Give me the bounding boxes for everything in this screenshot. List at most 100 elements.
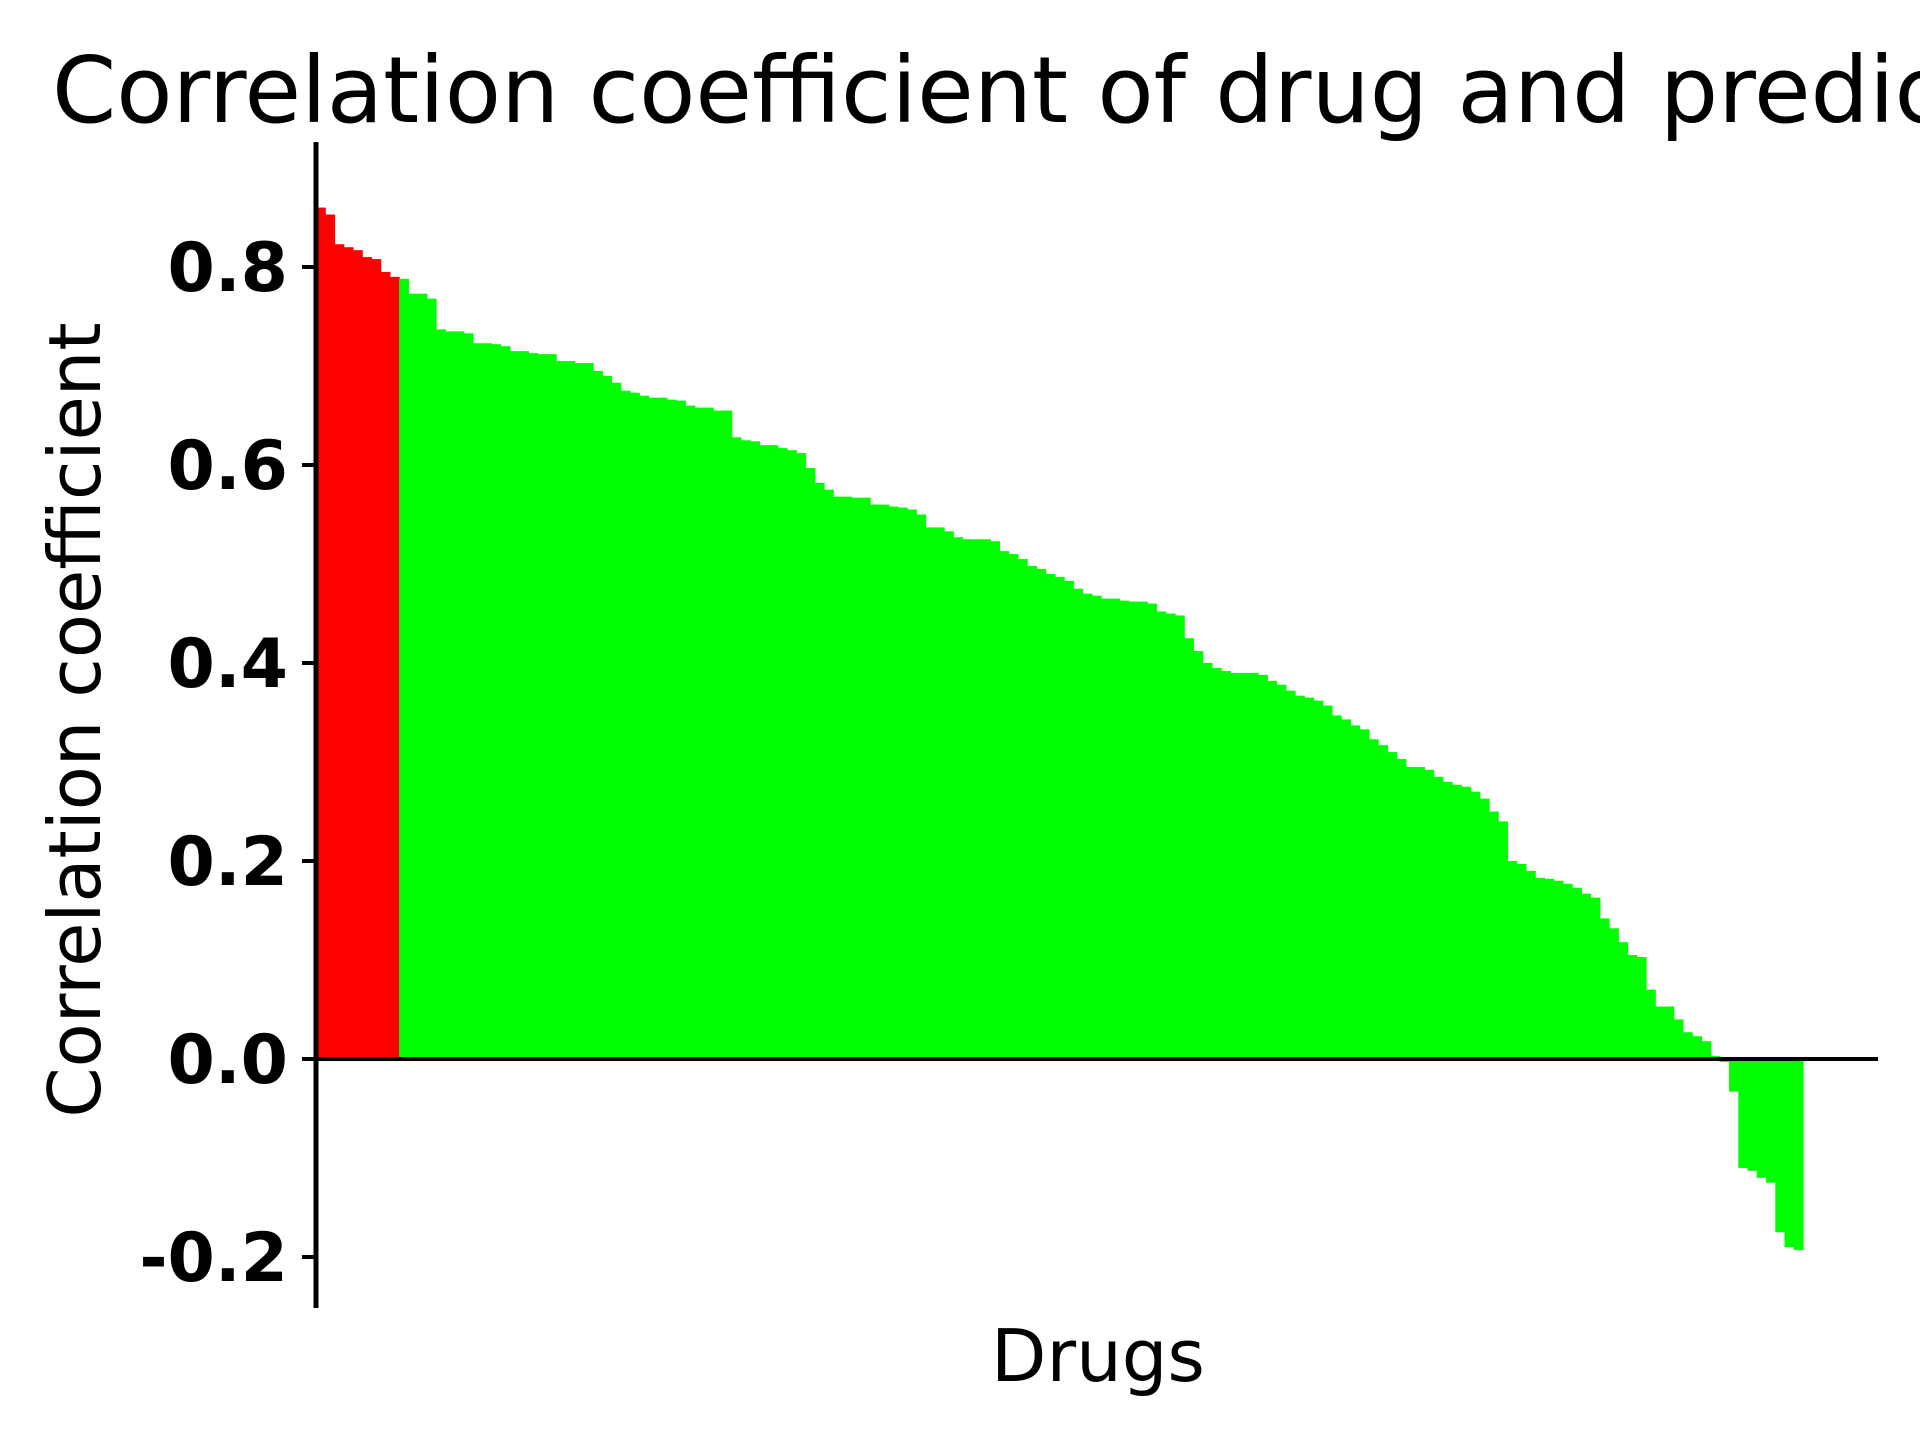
bar [1073, 588, 1084, 1059]
bar [1590, 897, 1601, 1059]
bar [879, 504, 890, 1060]
bar [750, 441, 760, 1059]
bar [722, 410, 733, 1059]
bar [362, 257, 373, 1060]
bar [611, 382, 622, 1060]
bar [1341, 719, 1352, 1059]
bar [417, 293, 428, 1060]
bar [971, 539, 982, 1059]
bar [1147, 603, 1158, 1059]
y-tick-label: -0.2 [139, 1219, 288, 1298]
bar [445, 331, 456, 1060]
bar [805, 467, 816, 1060]
bar [1313, 700, 1324, 1059]
bar [842, 496, 853, 1059]
bar [1128, 601, 1139, 1059]
bar [870, 504, 880, 1060]
bar [713, 410, 723, 1059]
bar [1442, 781, 1453, 1059]
bar [1498, 821, 1509, 1059]
bar [1645, 989, 1656, 1059]
bar [823, 489, 834, 1059]
bar [1784, 1059, 1795, 1248]
bar [1202, 663, 1213, 1059]
bar [694, 407, 705, 1060]
bar [1572, 887, 1582, 1059]
bar [1368, 739, 1379, 1059]
bar [1027, 565, 1038, 1059]
bar [1470, 791, 1481, 1059]
bar [1036, 568, 1047, 1059]
bar [657, 397, 668, 1059]
bar [1258, 674, 1268, 1059]
bar [1138, 601, 1148, 1059]
bar [546, 354, 557, 1059]
bar [463, 333, 474, 1060]
bar [980, 539, 991, 1059]
bar [1350, 725, 1361, 1059]
bar [1119, 600, 1130, 1059]
bar [1488, 811, 1499, 1059]
bar [1433, 776, 1444, 1059]
bar [1516, 863, 1527, 1059]
bar [1248, 672, 1259, 1059]
bar [565, 361, 576, 1059]
bar [371, 259, 382, 1060]
y-tick-label: 0.4 [168, 625, 288, 704]
bar [1673, 1019, 1684, 1059]
bar [537, 354, 548, 1059]
bar [934, 527, 945, 1059]
bar [473, 343, 483, 1060]
bar [1387, 752, 1398, 1059]
bar [1562, 883, 1573, 1059]
bar [1766, 1059, 1776, 1183]
bar [1544, 878, 1555, 1059]
bar [999, 551, 1010, 1059]
bar [1738, 1059, 1749, 1168]
bar [740, 440, 751, 1059]
bar [500, 346, 511, 1059]
bar [1479, 798, 1490, 1059]
bar [1692, 1036, 1703, 1059]
y-axis-label: Correlation coefficient [33, 322, 117, 1117]
bar [1082, 593, 1093, 1059]
bar [1008, 554, 1019, 1059]
bar [352, 250, 363, 1060]
bar [1017, 559, 1028, 1059]
bar [777, 448, 788, 1059]
bar [1627, 955, 1638, 1059]
y-tick-label: 0.6 [168, 427, 288, 506]
bar [630, 392, 640, 1060]
bar [1378, 745, 1388, 1059]
bar [408, 293, 419, 1060]
bar [759, 445, 770, 1059]
bars-group [316, 207, 1804, 1251]
bar [574, 363, 585, 1059]
bar [1101, 598, 1111, 1059]
bar [1525, 870, 1536, 1059]
y-ticks-group: 0.8 0.6 0.4 0.2 0.0 -0.2 [139, 229, 316, 1298]
bar [851, 497, 862, 1059]
bar [787, 450, 797, 1059]
bar [1184, 638, 1195, 1059]
bar [1618, 942, 1629, 1059]
bar [1729, 1059, 1739, 1092]
bar [528, 353, 539, 1059]
bar [1747, 1059, 1758, 1171]
bar [666, 399, 677, 1059]
bar [1064, 580, 1074, 1059]
bar [1091, 595, 1102, 1059]
bar [343, 247, 354, 1059]
bar [399, 278, 409, 1059]
bar [1655, 1006, 1666, 1059]
bar [768, 445, 779, 1059]
bar [1110, 598, 1121, 1059]
bar [796, 453, 807, 1059]
bar [334, 244, 345, 1060]
bar [833, 496, 844, 1059]
x-axis-label: Drugs [991, 1314, 1205, 1398]
bar [1165, 613, 1176, 1059]
bar [731, 437, 742, 1059]
bar [1359, 729, 1370, 1059]
